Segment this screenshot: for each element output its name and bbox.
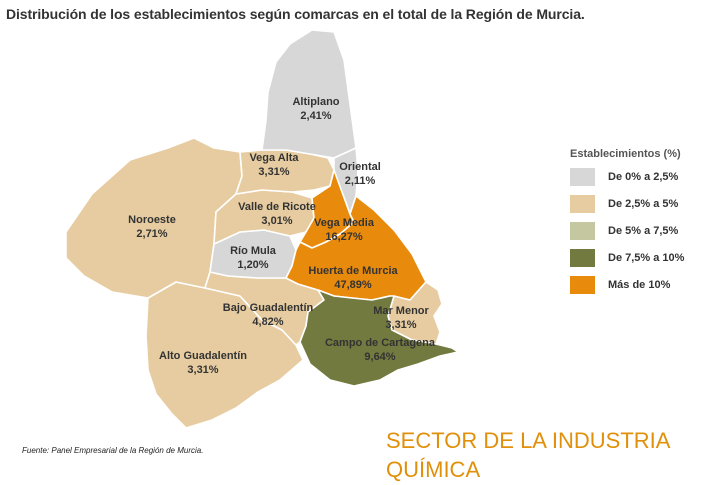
region-value: 16,27% [325, 231, 363, 243]
region-name: Oriental [339, 161, 381, 173]
legend-swatch [570, 168, 595, 186]
label-rio-mula: Río Mula 1,20% [230, 244, 276, 272]
legend-title: Establecimientos (%) [570, 148, 681, 160]
region-value: 2,71% [136, 228, 168, 240]
region-name: Huerta de Murcia [308, 265, 398, 277]
label-mar-menor: Mar Menor 3,31% [373, 304, 429, 332]
region-altiplano[interactable] [261, 29, 357, 159]
legend-swatch [570, 276, 595, 294]
map-title: Distribución de los establecimientos seg… [6, 6, 585, 22]
legend-label: De 5% a 7,5% [608, 225, 679, 237]
label-campo-cartagena: Campo de Cartagena 9,64% [325, 336, 435, 364]
label-vega-media: Vega Media 16,27% [314, 216, 374, 244]
region-campo-cartagena[interactable] [299, 289, 459, 387]
region-name: Noroeste [128, 214, 176, 226]
region-name: Alto Guadalentín [159, 350, 247, 362]
sector-line-2: QUÍMICA [386, 457, 481, 482]
region-value: 3,31% [187, 364, 219, 376]
region-name: Altiplano [292, 96, 340, 108]
region-value: 3,31% [258, 166, 290, 178]
region-name: Valle de Ricote [238, 201, 316, 213]
legend-item: De 5% a 7,5% [570, 221, 684, 241]
region-name: Bajo Guadalentín [222, 302, 314, 314]
legend-label: De 7,5% a 10% [608, 252, 685, 264]
legend-label: De 2,5% a 5% [608, 198, 679, 210]
region-value: 2,41% [300, 110, 332, 122]
region-name: Campo de Cartagena [324, 337, 436, 349]
sector-heading: SECTOR DE LA INDUSTRIA QUÍMICA [386, 426, 670, 484]
region-value: 47,89% [334, 279, 372, 291]
region-name: Vega Alta [249, 152, 299, 164]
label-bajo-guadalentin: Bajo Guadalentín 4,82% [223, 301, 313, 329]
region-name: Mar Menor [373, 305, 429, 317]
label-oriental: Oriental 2,11% [339, 160, 381, 188]
legend-label: De 0% a 2,5% [608, 171, 679, 183]
label-altiplano: Altiplano 2,41% [292, 95, 339, 123]
region-name: Vega Media [314, 217, 374, 229]
legend-swatch [570, 222, 595, 240]
label-valle-ricote: Valle de Ricote 3,01% [238, 200, 316, 228]
source-note: Fuente: Panel Empresarial de la Región d… [22, 446, 204, 455]
region-value: 9,64% [364, 351, 396, 363]
legend-item: Más de 10% [570, 275, 684, 295]
region-name: Río Mula [230, 245, 276, 257]
legend-swatch [570, 195, 595, 213]
region-value: 1,20% [237, 259, 269, 271]
label-alto-guadalentin: Alto Guadalentín 3,31% [159, 349, 247, 377]
legend-label: Más de 10% [608, 279, 671, 291]
region-value: 3,31% [385, 319, 417, 331]
legend-swatch [570, 249, 595, 267]
region-value: 2,11% [344, 175, 376, 187]
label-huerta-murcia: Huerta de Murcia 47,89% [308, 264, 397, 292]
sector-line-1: SECTOR DE LA INDUSTRIA [386, 428, 671, 453]
legend-item: De 0% a 2,5% [570, 167, 684, 187]
legend-item: De 7,5% a 10% [570, 248, 684, 268]
label-vega-alta: Vega Alta 3,31% [249, 151, 298, 179]
region-value: 3,01% [261, 215, 293, 227]
legend: Establecimientos (%) De 0% a 2,5% De 2,5… [570, 148, 684, 302]
region-value: 4,82% [252, 316, 284, 328]
legend-item: De 2,5% a 5% [570, 194, 684, 214]
label-noroeste: Noroeste 2,71% [128, 213, 176, 241]
